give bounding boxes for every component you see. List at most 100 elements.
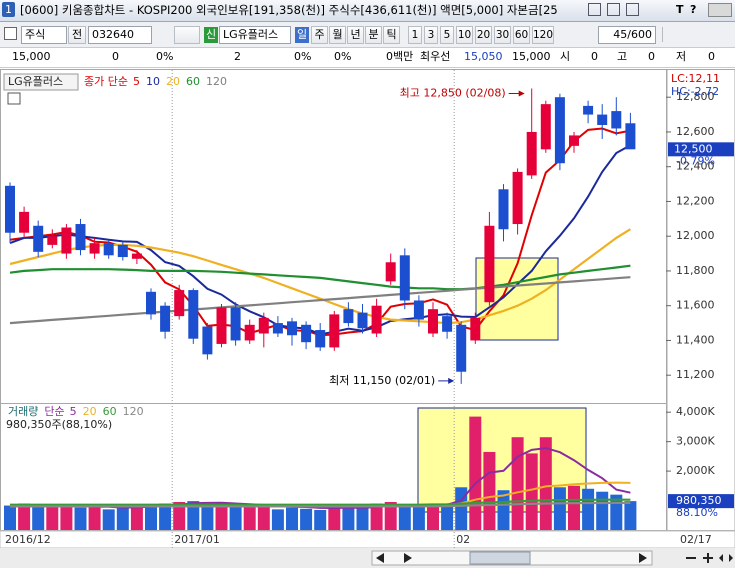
interval-button[interactable]: 30 [494, 26, 511, 44]
low-annotation: 최저 11,150 (02/01) [329, 374, 435, 387]
count-input[interactable]: 45/600 [598, 26, 656, 44]
code-input[interactable]: 032640 [88, 26, 152, 44]
candle-body [19, 211, 30, 233]
quote-field: 0 [708, 50, 715, 63]
window-controls[interactable] [588, 3, 668, 17]
title-icon[interactable]: ? [690, 3, 697, 16]
candle-body [160, 305, 171, 332]
volume-bar [187, 501, 200, 530]
legend-entry: 20 [166, 75, 180, 88]
legend-entry: 10 [146, 75, 160, 88]
toolbar-icons[interactable] [662, 27, 733, 42]
stock-name[interactable]: LG유플러스 [219, 26, 291, 44]
interval-button[interactable]: 120 [532, 26, 554, 44]
legend-title: 거래량 [8, 405, 38, 418]
market-select[interactable]: 주식 [21, 26, 67, 44]
change-label: 88.10% [676, 506, 718, 519]
icon[interactable] [588, 3, 601, 16]
legend-title: LG유플러스 [8, 75, 63, 88]
quote-field: 고 [617, 50, 628, 63]
candle-body [216, 307, 227, 344]
icon[interactable] [607, 3, 620, 16]
x-axis-strip [0, 530, 735, 549]
candle-body [103, 243, 114, 256]
calendar-icon[interactable] [4, 27, 17, 40]
volume-bar [455, 487, 468, 530]
interval-button[interactable]: 10 [456, 26, 473, 44]
period-button[interactable]: 주 [311, 26, 328, 44]
volume-bar [469, 416, 482, 530]
candle-body [583, 105, 594, 115]
volume-bar [243, 505, 256, 530]
y-tick-label: 12,200 [676, 194, 715, 207]
quote-field: 15,000 [512, 50, 551, 63]
interval-button[interactable]: 20 [475, 26, 492, 44]
prefix-button[interactable]: 전 [68, 26, 86, 44]
quote-field: 저 [676, 50, 687, 63]
icon[interactable] [626, 3, 639, 16]
volume-bar [497, 490, 510, 530]
y-tick-label: 11,200 [676, 368, 715, 381]
y-tick-label: 11,800 [676, 264, 715, 277]
candle-body [540, 104, 551, 150]
interval-button[interactable]: 5 [440, 26, 454, 44]
candle-body [597, 114, 608, 125]
day-badge[interactable]: 일 [295, 27, 309, 43]
candle-body [230, 307, 241, 341]
interval-button[interactable]: 60 [513, 26, 530, 44]
x-tick-label: 02 [456, 533, 470, 546]
window-number: 1 [2, 2, 15, 17]
close-button[interactable] [708, 3, 732, 17]
volume-bar [74, 507, 87, 530]
candle-body [315, 330, 326, 348]
volume-bar [215, 502, 228, 530]
volume-bar [300, 508, 313, 530]
candle-body [385, 262, 396, 282]
sound-button[interactable] [174, 26, 200, 44]
volume-bar [286, 507, 298, 530]
quote-field: 0% [156, 50, 174, 63]
candle-body [611, 111, 622, 129]
candle-body [5, 185, 15, 233]
quote-field: 시 [560, 50, 571, 63]
title-bar [0, 0, 735, 22]
quote-field: 2 [234, 50, 241, 63]
volume-bar [60, 504, 73, 530]
candle-body [470, 317, 481, 341]
candle-body [117, 244, 128, 258]
period-button[interactable]: 년 [347, 26, 364, 44]
candle-body [442, 316, 453, 332]
quote-field: 0 [591, 50, 598, 63]
interval-button[interactable]: 1 [408, 26, 422, 44]
candle-body [202, 326, 213, 355]
candle-body [484, 225, 495, 303]
y-tick-label: 12,800 [676, 90, 715, 103]
candle-body [569, 135, 579, 146]
candle-body [33, 225, 44, 252]
y-tick-label: 12,400 [676, 160, 715, 173]
period-button[interactable]: 월 [329, 26, 346, 44]
volume-bar [441, 503, 454, 530]
volume-bar [4, 505, 16, 530]
ma-line [10, 498, 631, 506]
title-icon[interactable]: T [676, 3, 684, 16]
legend-prefix: 종가 단순 [84, 75, 128, 88]
legend-entry: 20 [83, 405, 97, 418]
quote-field: 0% [294, 50, 312, 63]
period-button[interactable]: 분 [365, 26, 382, 44]
candle-body [343, 309, 354, 324]
volume-bar [553, 487, 566, 530]
quote-field: 0% [334, 50, 352, 63]
volume-bar [596, 491, 609, 530]
candle-body [512, 171, 523, 225]
volume-bar [88, 506, 101, 530]
candle-body [174, 290, 185, 317]
quote-field: 0백만 [386, 50, 414, 63]
window-title: [0600] 키움종합차트 - KOSPI200 외국인보유[191,358(천… [20, 3, 558, 17]
volume-bar [370, 503, 383, 530]
interval-button[interactable]: 3 [424, 26, 438, 44]
legend-entry: 5 [70, 405, 77, 418]
volume-bar [173, 502, 186, 530]
period-button[interactable]: 틱 [383, 26, 400, 44]
